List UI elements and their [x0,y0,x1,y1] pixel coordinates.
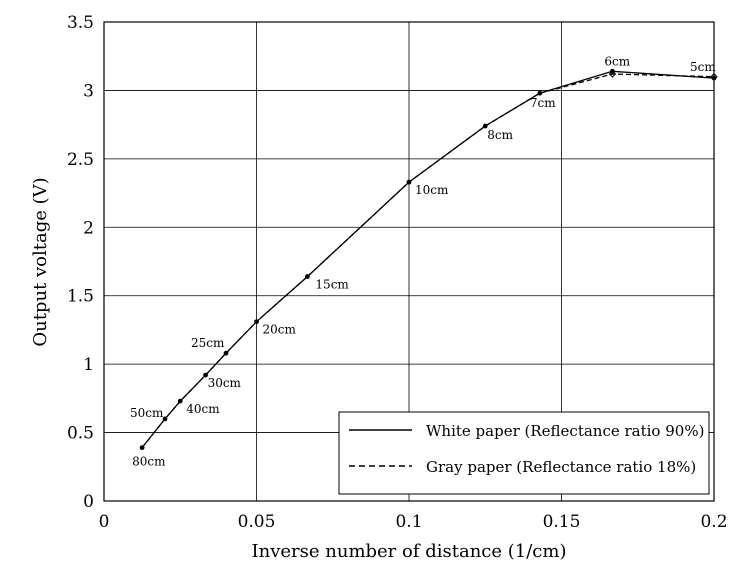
point-label: 15cm [315,278,349,292]
point-label: 80cm [132,455,166,469]
x-tick-label: 0.2 [700,512,727,532]
point-label: 40cm [186,402,220,416]
series-line-gray-paper [141,73,715,449]
x-axis-label: Inverse number of distance (1/cm) [252,541,567,562]
x-tick-label: 0.15 [543,512,581,532]
point-label: 20cm [263,323,297,337]
point-label: 50cm [130,406,164,420]
y-tick-label: 2.5 [67,150,94,170]
x-tick-label: 0.1 [395,512,422,532]
point-label: 7cm [530,96,556,110]
data-point [711,75,717,81]
legend-entry-white: White paper (Reflectance ratio 90%) [426,422,704,440]
point-label: 8cm [487,128,513,142]
data-point [406,179,412,185]
point-label: 5cm [690,60,716,74]
data-point [305,274,310,279]
data-point [177,398,183,404]
point-label: 30cm [208,376,242,390]
legend: White paper (Reflectance ratio 90%) Gray… [338,411,710,495]
y-tick-label: 3 [83,81,94,101]
x-tick-label: 0 [99,512,110,532]
grid [104,22,714,501]
data-point [537,90,543,96]
point-labels: 80cm 50cm 40cm 30cm 25cm 20cm 15cm 10cm 8cm 7cm 6c… [130,54,716,468]
data-point [203,372,208,378]
data-point [223,350,229,356]
data-point-gray [608,70,617,78]
tick-labels: 0 0.05 0.1 0.15 0.2 0 0.5 1 1.5 2 2.5 3 3.5 [67,13,728,532]
data-point [162,416,168,422]
y-tick-label: 1.5 [67,287,94,307]
y-tick-label: 0 [83,492,94,512]
data-point-gray [710,73,718,81]
legend-box [338,411,710,495]
data-point [254,319,259,325]
data-point [139,445,145,451]
point-label: 10cm [415,183,449,197]
point-label: 25cm [191,336,225,350]
y-tick-label: 1 [83,355,94,375]
series-group [139,68,718,451]
point-label: 6cm [604,54,630,68]
x-tick-label: 0.05 [238,512,276,532]
legend-entry-gray: Gray paper (Reflectance ratio 18%) [426,458,696,476]
y-tick-label: 2 [83,218,94,238]
y-axis-label: Output voltage (V) [30,177,51,346]
data-point [482,123,488,129]
y-tick-label: 0.5 [67,424,94,444]
y-tick-label: 3.5 [67,13,94,33]
